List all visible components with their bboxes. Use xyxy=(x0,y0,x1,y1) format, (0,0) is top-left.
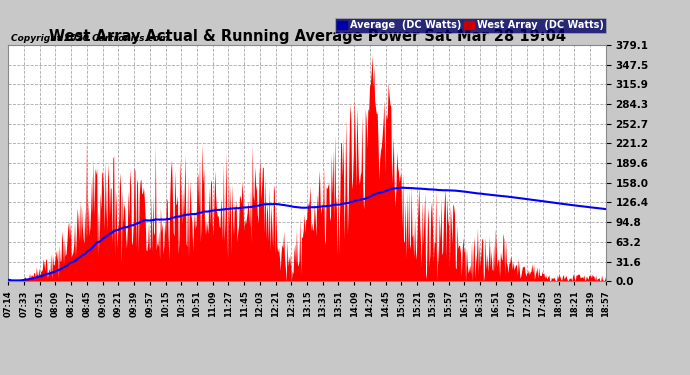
Text: Copyright 2020 Cartronics.com: Copyright 2020 Cartronics.com xyxy=(11,34,169,43)
Legend: Average  (DC Watts), West Array  (DC Watts): Average (DC Watts), West Array (DC Watts… xyxy=(335,18,606,33)
Title: West Array Actual & Running Average Power Sat Mar 28 19:04: West Array Actual & Running Average Powe… xyxy=(48,29,566,44)
